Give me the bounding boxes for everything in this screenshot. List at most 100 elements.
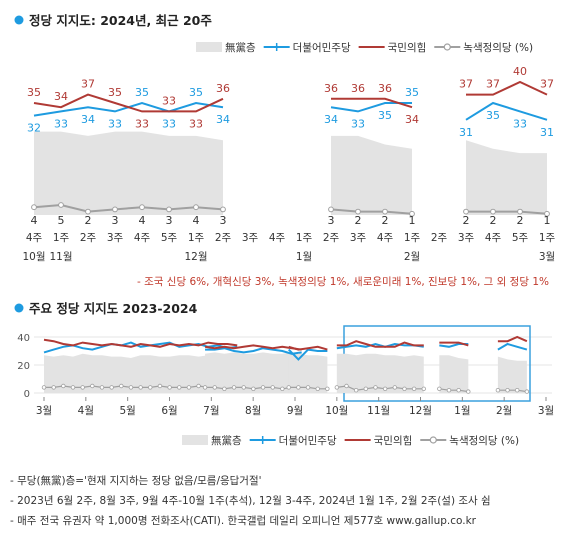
ppp-label-19: 37 — [540, 78, 554, 91]
c1-month-5: 3월 — [539, 251, 555, 263]
c2-jus-point-0-12 — [157, 383, 163, 389]
c2-jus-point-5-1 — [505, 387, 510, 393]
c2-jus-point-3-8 — [411, 386, 417, 391]
c2-month-6: 9월 — [287, 405, 303, 417]
ppp-label-14: 34 — [405, 113, 419, 126]
jus-point-0 — [31, 204, 37, 211]
chart2-title: 주요 정당 지지도 2023-2024 — [29, 301, 198, 316]
c2-jus-point-0-9 — [128, 385, 134, 390]
ppp-line-segment-0 — [33, 93, 224, 113]
c1-xtick-5: 5주 — [161, 232, 178, 244]
ppp-label-6: 33 — [189, 117, 203, 130]
c1-legend-label-jus: 녹색정의당 (%) — [463, 42, 533, 54]
c2-jus-point-3-7 — [402, 386, 407, 391]
dem-label-12: 33 — [351, 117, 365, 130]
c2-ppp-line-3 — [336, 340, 424, 348]
jus-label-18: 2 — [517, 214, 524, 227]
c2-ppp-line-0 — [43, 338, 238, 348]
c1-xtick-10: 1주 — [296, 232, 313, 244]
ppp-label-13: 36 — [378, 82, 392, 95]
ppp-label-0: 35 — [27, 86, 41, 99]
c2-jus-point-2-1 — [296, 385, 301, 390]
footnote-2: - 2023년 6월 2주, 8월 3주, 9월 4주-10월 1주(추석), … — [10, 495, 491, 507]
jus-point-12 — [355, 208, 361, 215]
jus-line-segment-2 — [466, 210, 548, 215]
c2-ytick-1: 20 — [17, 361, 30, 372]
jus-point-4 — [139, 204, 145, 211]
c2-jus-point-4-3 — [466, 389, 471, 394]
c1-legend-label-ppp: 국민의힘 — [388, 42, 427, 54]
c1-month-4: 2월 — [404, 251, 420, 263]
c2-jus-point-3-3 — [363, 386, 369, 391]
c2-month-5: 8월 — [245, 405, 261, 417]
jus-label-2: 2 — [85, 214, 92, 227]
c2-jus-point-0-1 — [51, 385, 56, 390]
c2-jus-point-1-8 — [280, 386, 285, 391]
c2-dem-line-0 — [43, 341, 238, 354]
c2-month-1: 4월 — [78, 405, 94, 417]
c1-month-0: 10월 — [22, 251, 45, 263]
c1-xtick-9: 4주 — [269, 232, 286, 244]
c1-xtick-11: 2주 — [323, 232, 340, 244]
title2-bullet — [14, 303, 24, 313]
dem-label-14: 35 — [405, 86, 419, 99]
c2-non-area-5 — [497, 356, 527, 393]
c2-jus-point-1-5 — [251, 386, 256, 391]
c2-jus-point-5-2 — [515, 387, 520, 393]
c2-jus-line-5 — [497, 389, 527, 393]
ppp-label-12: 36 — [351, 82, 365, 95]
c1-xtick-6: 1주 — [188, 232, 205, 244]
ppp-label-7: 36 — [216, 82, 230, 95]
dem-label-1: 33 — [54, 117, 68, 130]
dem-line-segment-2 — [465, 101, 548, 121]
title-bullet — [14, 15, 24, 25]
jus-line-segment-1 — [330, 208, 413, 215]
c1-xtick-0: 4주 — [26, 232, 43, 244]
c2-jus-point-0-14 — [177, 385, 182, 390]
c2-jus-point-5-3 — [524, 389, 530, 394]
jus-point-17 — [490, 208, 496, 215]
c2-jus-point-3-6 — [392, 385, 398, 390]
c2-jus-point-0-4 — [80, 385, 85, 390]
c2-jus-line-3 — [336, 385, 424, 391]
c2-jus-point-0-2 — [61, 383, 66, 389]
c2-dem-line-3 — [336, 342, 424, 350]
chart-2023-2024: 주요 정당 지지도 2023-2024 0 20 40 3월 4월 5월 6월 7월 8월 9월 10… — [14, 301, 554, 447]
c2-jus-point-1-0 — [202, 385, 208, 390]
c1-month-3: 1월 — [296, 251, 312, 263]
c2-jus-point-3-5 — [382, 386, 388, 391]
footnote-3: - 매주 전국 유권자 약 1,000명 전화조사(CATI). 한국갤럽 데일… — [10, 515, 476, 527]
c2-jus-point-3-2 — [353, 387, 359, 393]
jus-label-12: 2 — [355, 214, 362, 227]
c2-jus-point-0-13 — [167, 385, 172, 390]
ppp-label-1: 34 — [54, 90, 68, 103]
c2-jus-point-5-0 — [495, 387, 501, 393]
dem-line-segment-0 — [33, 101, 224, 117]
c1-month-1: 11월 — [49, 251, 72, 263]
ppp-label-3: 35 — [108, 86, 122, 99]
c1-legend-label-dem: 더불어민주당 — [293, 42, 351, 54]
jus-label-11: 3 — [328, 214, 335, 227]
jus-point-1 — [58, 202, 64, 208]
c2-ytick-0: 0 — [24, 389, 30, 400]
c1-note: - 조국 신당 6%, 개혁신당 3%, 녹색정의당 1%, 새로운미래 1%,… — [137, 276, 549, 288]
c1-xtick-13: 4주 — [377, 232, 394, 244]
c2-month-12: 3월 — [538, 405, 554, 417]
c2-legend-label-dem: 더불어민주당 — [279, 435, 337, 447]
c2-ppp-line-5 — [497, 335, 528, 343]
c2-non-area-4 — [439, 355, 469, 393]
non-area-segment-2 — [466, 140, 547, 215]
c1-xtick-7: 2주 — [215, 232, 232, 244]
dem-label-13: 35 — [378, 109, 392, 122]
jus-point-3 — [112, 206, 118, 213]
c2-jus-point-1-7 — [270, 385, 275, 390]
c2-jus-line-4 — [439, 388, 469, 393]
jus-point-5 — [166, 206, 172, 213]
dem-label-6: 35 — [189, 86, 203, 99]
non-area-segment-0 — [34, 131, 223, 215]
c1-xtick-8: 3주 — [242, 232, 259, 244]
c2-jus-point-0-0 — [41, 385, 47, 390]
c2-jus-point-0-5 — [90, 383, 95, 389]
dem-label-18: 33 — [513, 117, 527, 130]
c2-legend-marker-jus — [429, 436, 437, 444]
